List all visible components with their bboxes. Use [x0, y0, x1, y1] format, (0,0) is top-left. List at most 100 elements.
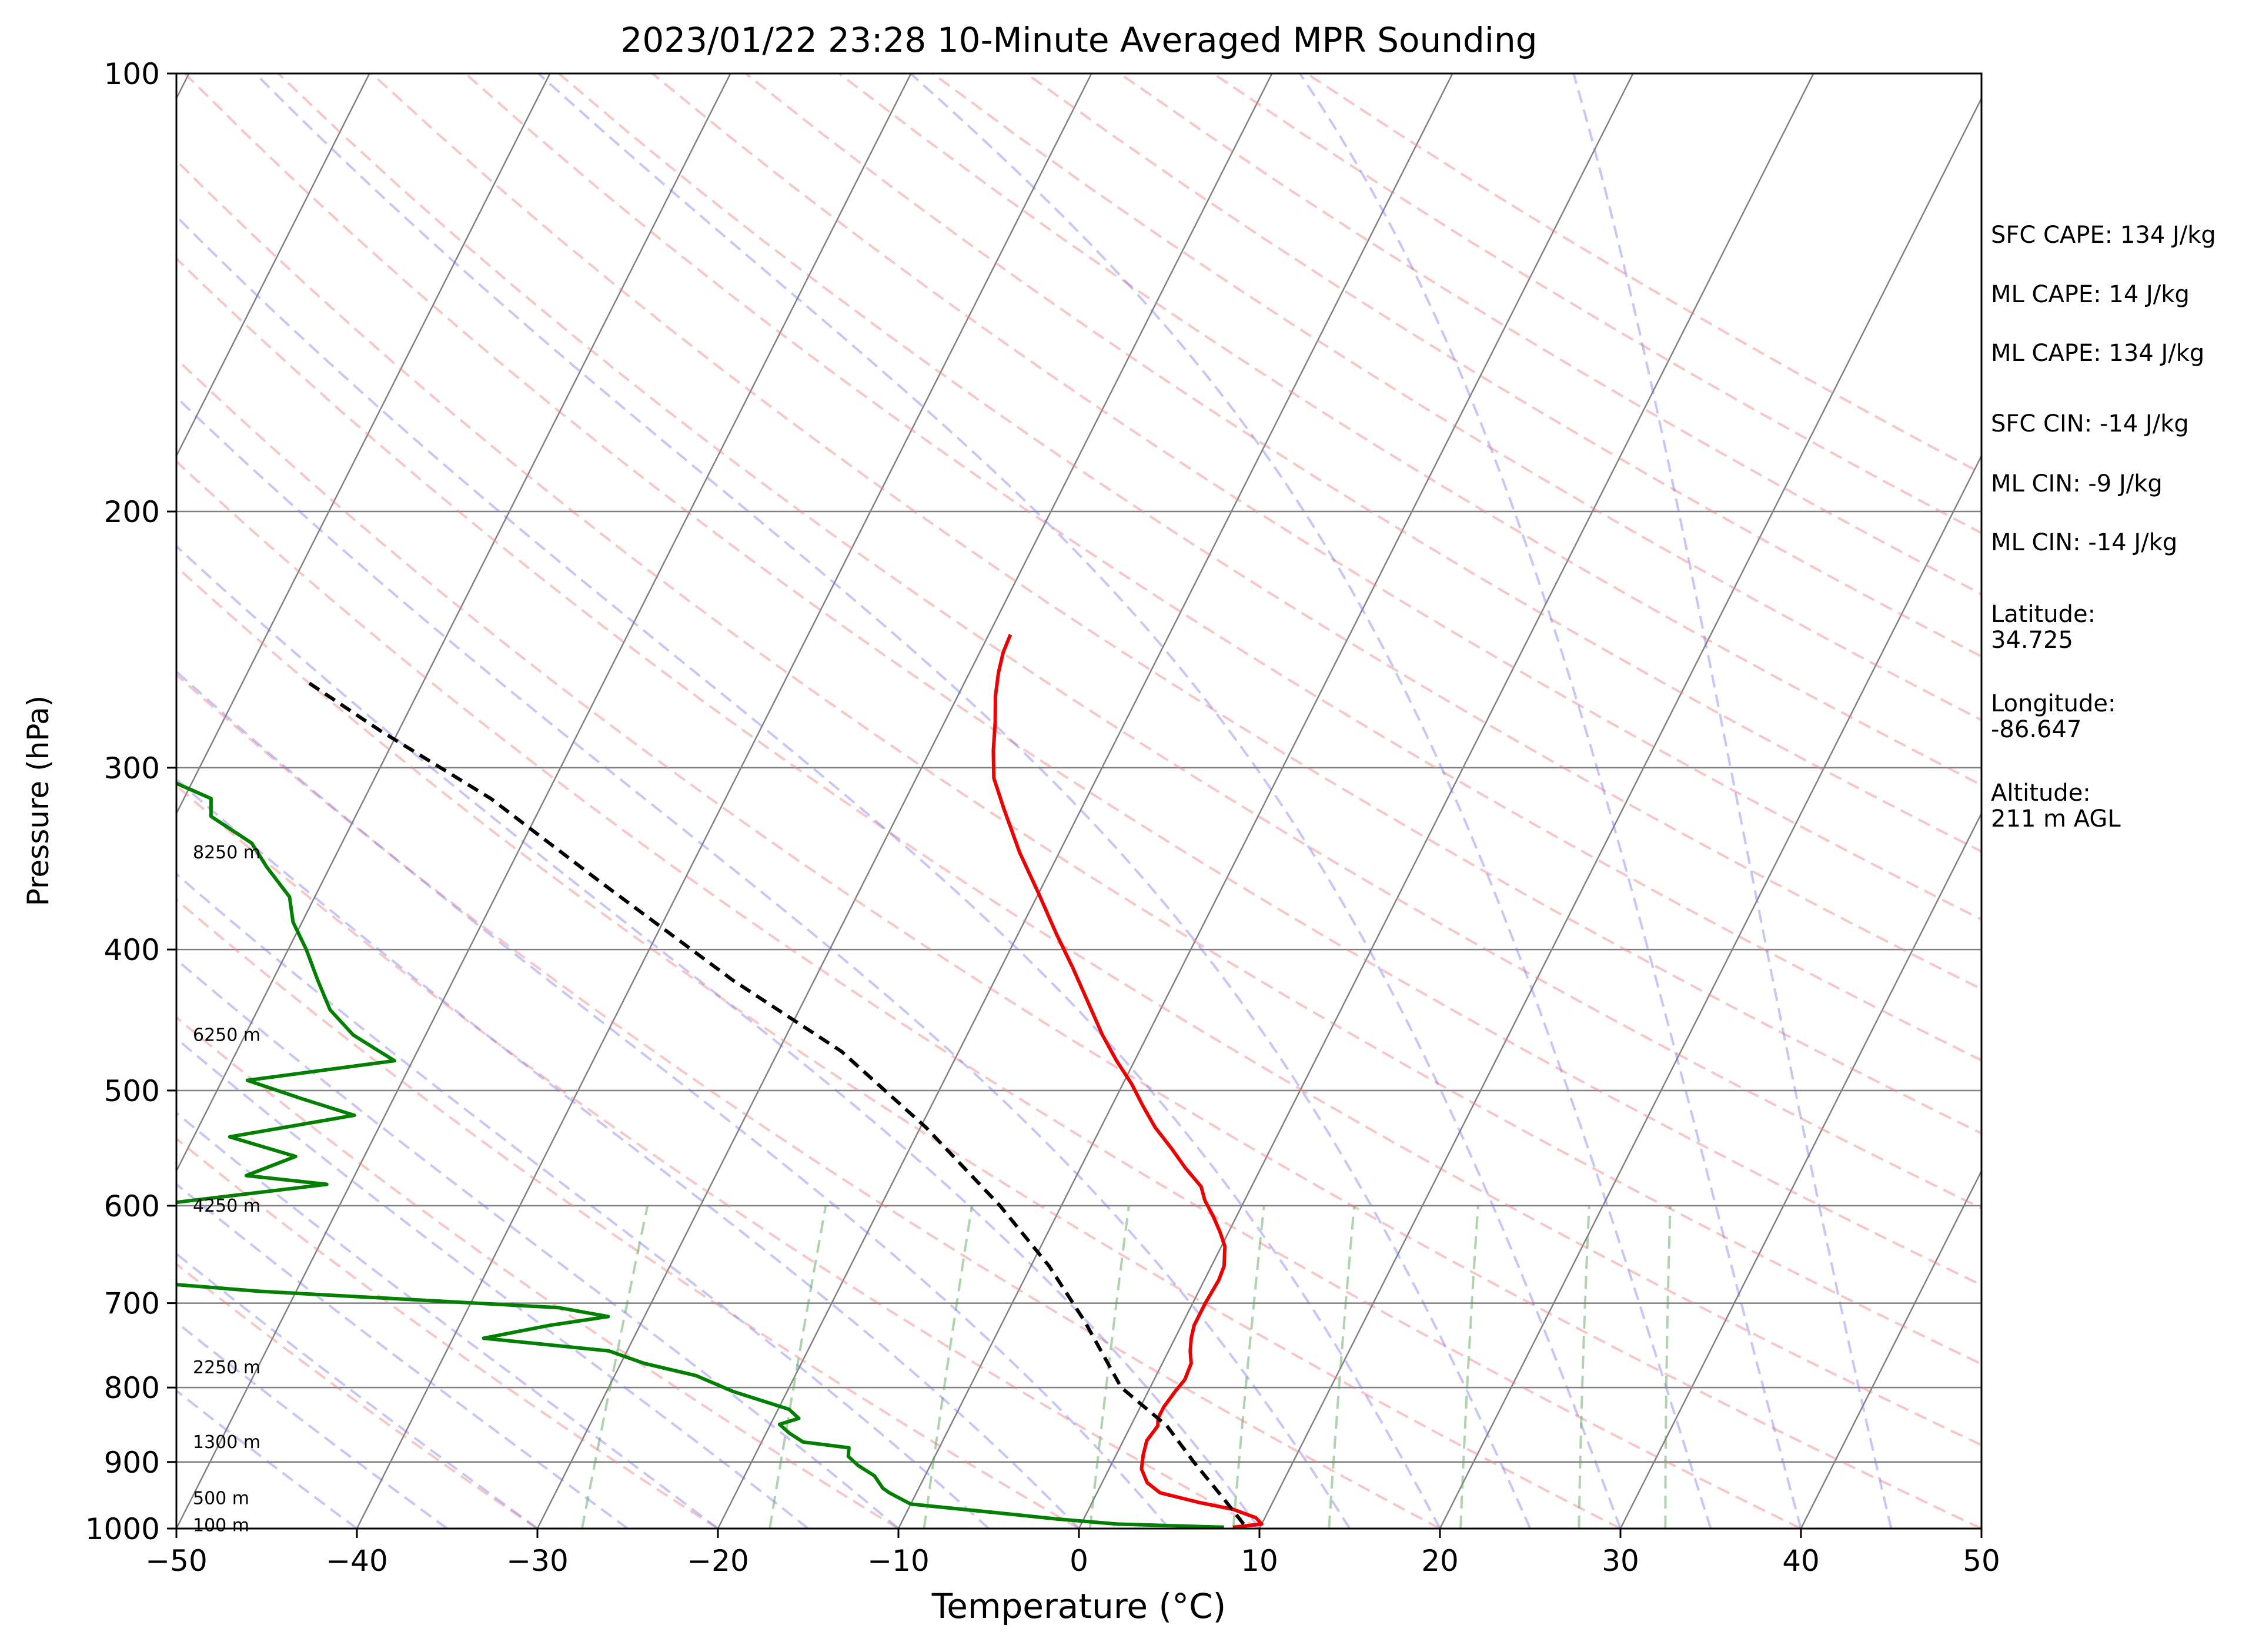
y-tick-label: 200	[104, 495, 160, 529]
x-tick-label: 10	[1241, 1544, 1278, 1578]
stat-text: -86.647	[1991, 716, 2081, 743]
height-labels: 8250 m 6250 m 4250 m 2250 m 1300 m 500 m 100 m	[193, 842, 260, 1536]
stat-text: Longitude:	[1991, 690, 2116, 717]
height-label: 100 m	[193, 1516, 249, 1536]
stat-text: SFC CAPE: 134 J/kg	[1991, 222, 2216, 249]
x-axis-ticks: −50 −40 −30 −20 −10 0 10 20 30 40 50	[145, 1529, 2000, 1578]
height-label: 4250 m	[193, 1196, 260, 1216]
dry-adiabats	[176, 73, 1981, 1529]
dry-adiabat	[370, 73, 1981, 1135]
mixing-ratio-line	[1664, 1205, 1672, 1529]
plot-area	[0, 73, 1981, 1529]
y-tick-label: 100	[104, 57, 160, 91]
x-tick-label: 50	[1963, 1544, 2000, 1578]
chart-title: 2023/01/22 23:28 10-Minute Averaged MPR …	[620, 20, 1537, 60]
moist-adiabat	[176, 215, 1441, 1529]
x-axis-label: Temperature (°C)	[931, 1586, 1227, 1626]
moist-adiabat	[176, 1252, 539, 1529]
y-tick-label: 400	[104, 933, 160, 967]
height-label: 500 m	[193, 1488, 249, 1509]
dry-adiabat	[651, 73, 1981, 921]
y-tick-label: 700	[104, 1287, 160, 1321]
stat-text: 211 m AGL	[1991, 805, 2121, 832]
dry-adiabat	[176, 257, 1981, 1447]
dry-adiabat	[176, 1137, 719, 1529]
y-tick-label: 600	[104, 1189, 160, 1223]
isotherm-line	[176, 73, 370, 458]
moist-adiabat	[176, 396, 1351, 1529]
moist-adiabat	[176, 1111, 719, 1529]
dry-adiabat	[176, 898, 1080, 1529]
x-tick-label: 0	[1070, 1544, 1088, 1578]
mixing-ratio-line	[1232, 1205, 1265, 1529]
mixing-ratio-line	[1459, 1205, 1479, 1529]
dry-adiabat	[183, 73, 1981, 1287]
x-tick-label: −30	[506, 1544, 569, 1578]
isotherm-line	[176, 73, 912, 1529]
moist-adiabat	[176, 777, 1080, 1529]
dry-adiabat	[1025, 73, 1981, 658]
stat-text: ML CIN: -9 J/kg	[1991, 470, 2163, 497]
height-label: 6250 m	[193, 1025, 260, 1046]
isotherm-line	[897, 73, 1634, 1529]
dry-adiabat	[176, 159, 1981, 1366]
moist-adiabat	[176, 958, 900, 1529]
mixing-ratio-lines	[580, 1205, 1672, 1529]
dry-adiabat	[932, 73, 1981, 722]
moist-adiabat	[910, 73, 1712, 1529]
isotherm-line	[1258, 96, 1981, 1529]
isotherm-line	[1439, 454, 1981, 1529]
isotherm-line	[536, 73, 1273, 1529]
isotherm-line	[1078, 73, 1814, 1529]
moist-adiabat	[176, 1389, 358, 1529]
mixing-ratio-line	[1088, 1205, 1130, 1529]
dry-adiabat	[176, 460, 1802, 1529]
stat-text: ML CIN: -14 J/kg	[1991, 529, 2177, 556]
stat-text: Altitude:	[1991, 780, 2091, 807]
height-label: 8250 m	[193, 842, 260, 863]
moist-adiabat	[176, 1182, 629, 1529]
y-axis-label: Pressure (hPa)	[21, 695, 55, 907]
x-tick-label: −50	[145, 1544, 208, 1578]
dewpoint-profile	[176, 781, 1224, 1529]
mixing-ratio-line	[1578, 1205, 1590, 1529]
x-tick-label: −10	[867, 1544, 930, 1578]
dry-adiabat	[176, 1015, 900, 1529]
height-label: 2250 m	[193, 1357, 260, 1378]
x-tick-label: 40	[1782, 1544, 1820, 1578]
stat-text: Latitude:	[1991, 601, 2096, 628]
height-label: 1300 m	[193, 1432, 260, 1453]
isotherm-line	[356, 73, 1092, 1529]
isotherm-line	[1619, 811, 1981, 1529]
x-tick-label: 30	[1602, 1544, 1639, 1578]
dry-adiabat	[745, 73, 1981, 853]
dry-adiabat	[176, 784, 1260, 1529]
dry-adiabat	[176, 1262, 539, 1529]
moist-adiabat	[1572, 73, 1893, 1529]
mixing-ratio-line	[923, 1205, 973, 1529]
y-tick-label: 800	[104, 1371, 160, 1405]
dry-adiabat	[277, 73, 1981, 1210]
mixing-ratio-line	[1328, 1205, 1356, 1529]
x-tick-label: 20	[1421, 1544, 1459, 1578]
y-tick-label: 500	[104, 1074, 160, 1108]
y-tick-label: 300	[104, 751, 160, 785]
moist-adiabat	[176, 544, 1261, 1529]
moist-adiabat	[1299, 73, 1802, 1529]
x-tick-label: −40	[326, 1544, 388, 1578]
stat-text: ML CAPE: 14 J/kg	[1991, 281, 2190, 308]
isotherm-line	[176, 73, 551, 815]
stat-text: SFC CIN: -14 J/kg	[1991, 410, 2189, 437]
y-tick-label: 1000	[85, 1512, 160, 1546]
y-axis-ticks: 100 200 300 400 500 600 700 800 900 1000	[85, 57, 176, 1546]
isotherm-line	[1800, 1169, 1981, 1529]
isotherm-line	[0, 73, 8, 1529]
stat-text: ML CAPE: 134 J/kg	[1991, 340, 2204, 367]
parcel-profile	[306, 680, 1245, 1526]
stat-text: 34.725	[1991, 627, 2073, 654]
dry-adiabat	[464, 73, 1981, 1062]
skewed-isotherms	[0, 73, 1981, 1529]
dry-adiabat	[176, 565, 1621, 1529]
isotherm-line	[176, 73, 731, 1173]
